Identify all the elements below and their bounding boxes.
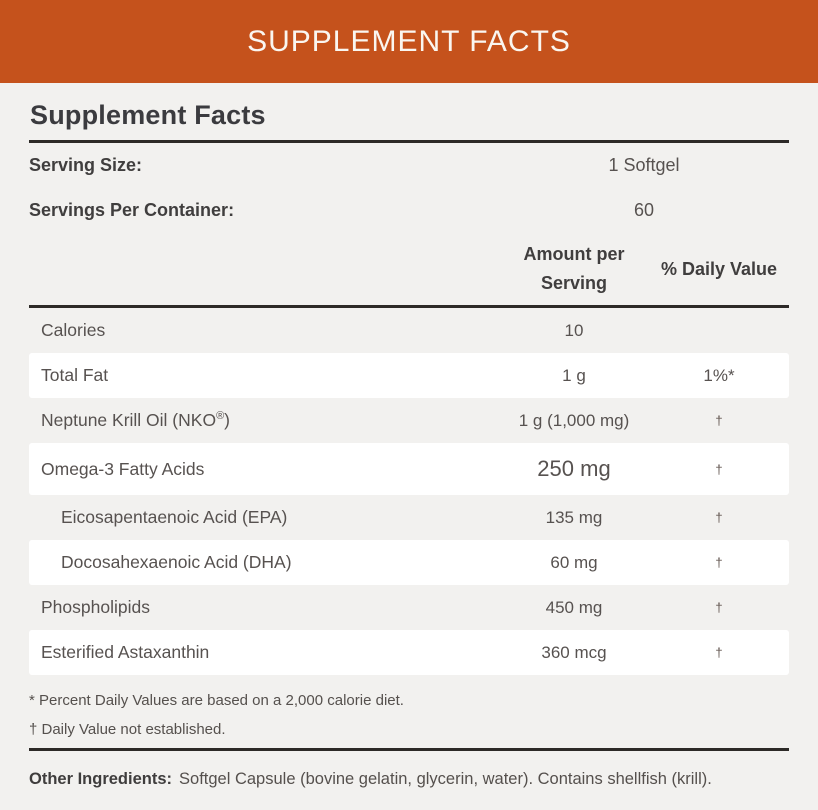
nutrient-amount: 1 g (1,000 mg) (518, 410, 630, 430)
servings-per-container-row: Servings Per Container: 60 (29, 188, 789, 233)
percent-daily-value-header: % Daily Value (660, 258, 778, 279)
table-row-phospholipids: Phospholipids 450 mg † (29, 585, 789, 630)
nutrient-name: Neptune Krill Oil (NKO®) (41, 410, 230, 430)
nutrient-amount: 450 mg (545, 597, 603, 617)
nutrient-amount: 10 (564, 320, 584, 340)
nutrient-daily-value: † (715, 413, 723, 428)
registered-trademark-symbol: ® (216, 410, 225, 423)
amount-per-serving-header: Amount per Serving (523, 244, 625, 293)
footnote-percent-daily-values: * Percent Daily Values are based on a 2,… (29, 692, 404, 709)
nutrient-name: Phospholipids (41, 597, 150, 617)
table-column-headers: Amount per Serving % Daily Value (29, 233, 789, 305)
table-row-total-fat: Total Fat 1 g 1%* (29, 353, 789, 398)
nutrient-name: Eicosapentaenoic Acid (EPA) (61, 507, 288, 527)
table-row-esterified-astaxanthin: Esterified Astaxanthin 360 mcg † (29, 630, 789, 675)
serving-size-value: 1 Softgel (608, 155, 680, 175)
nutrient-name: Calories (41, 320, 106, 340)
table-row-dha: Docosahexaenoic Acid (DHA) 60 mg † (29, 540, 789, 585)
nutrient-daily-value: † (715, 461, 723, 477)
nutrient-name: Esterified Astaxanthin (41, 642, 210, 662)
nutrient-amount: 1 g (562, 365, 586, 385)
nutrient-name: Docosahexaenoic Acid (DHA) (61, 552, 292, 572)
nutrient-amount: 360 mcg (541, 642, 607, 662)
nutrient-daily-value: † (715, 510, 723, 525)
table-row-omega-3-fatty-acids: Omega-3 Fatty Acids 250 mg † (29, 443, 789, 495)
nutrient-daily-value: † (715, 555, 723, 570)
serving-size-label: Serving Size: (29, 155, 143, 175)
supplement-facts-banner: SUPPLEMENT FACTS (0, 0, 818, 83)
other-ingredients: Other Ingredients: Softgel Capsule (bovin… (29, 770, 789, 789)
table-row-calories: Calories 10 (29, 308, 789, 353)
supplement-facts-panel: Supplement Facts Serving Size: 1 Softgel… (0, 100, 818, 789)
nutrient-amount: 135 mg (545, 507, 603, 527)
nutrient-daily-value: † (715, 645, 723, 660)
servings-per-container-label: Servings Per Container: (29, 200, 235, 220)
other-ingredients-text: Softgel Capsule (bovine gelatin, glyceri… (179, 770, 712, 788)
divider-heading (29, 140, 789, 143)
supplement-facts-table: Calories 10 Total Fat 1 g 1%* Neptune Kr… (29, 308, 789, 675)
nutrient-amount: 60 mg (550, 552, 598, 572)
divider-table-top (29, 305, 789, 308)
divider-bottom (29, 748, 789, 751)
nutrient-daily-value: † (715, 600, 723, 615)
table-row-epa: Eicosapentaenoic Acid (EPA) 135 mg † (29, 495, 789, 540)
table-row-neptune-krill-oil: Neptune Krill Oil (NKO®) 1 g (1,000 mg) … (29, 398, 789, 443)
banner-title: SUPPLEMENT FACTS (247, 24, 571, 58)
nutrient-amount: 250 mg (537, 456, 611, 481)
nutrient-name: Omega-3 Fatty Acids (41, 458, 205, 479)
footnote-daily-value-not-established: † Daily Value not established. (29, 721, 226, 738)
nutrient-daily-value: 1%* (703, 365, 735, 385)
other-ingredients-label: Other Ingredients: (29, 770, 173, 788)
serving-size-row: Serving Size: 1 Softgel (29, 143, 789, 188)
servings-per-container-value: 60 (633, 200, 655, 220)
nutrient-name: Total Fat (41, 365, 109, 385)
page-title: Supplement Facts (30, 100, 266, 130)
